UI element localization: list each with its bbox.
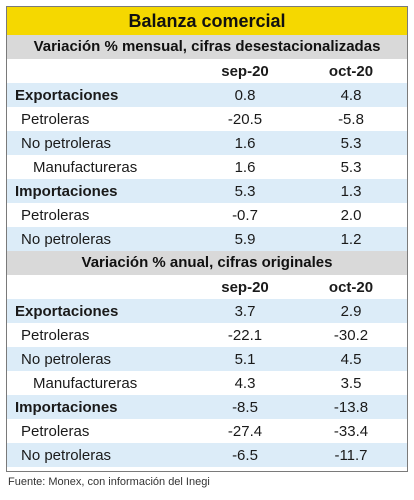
table-row: Manufactureras 1.6 5.3 bbox=[7, 155, 407, 179]
row-value-oct: 2.0 bbox=[340, 206, 362, 224]
row-label: No petroleras bbox=[21, 230, 112, 248]
row-value-sep: -8.5 bbox=[232, 398, 258, 416]
row-value-sep: 5.9 bbox=[234, 230, 256, 248]
row-value-sep: -20.5 bbox=[227, 110, 263, 128]
row-value-oct: 1.3 bbox=[340, 182, 362, 200]
row-value-oct: 3.5 bbox=[340, 374, 362, 392]
row-value-sep: 3.7 bbox=[234, 302, 256, 320]
table-row: Manufactureras 4.3 3.5 bbox=[7, 371, 407, 395]
row-value-oct: 5.3 bbox=[340, 134, 362, 152]
row-label: No petroleras bbox=[21, 134, 112, 152]
row-label: Exportaciones bbox=[15, 86, 119, 104]
source-note: Fuente: Monex, con información del Inegi bbox=[8, 476, 210, 488]
row-value-sep: 5.1 bbox=[234, 350, 256, 368]
section-2-column-header: sep-20 oct-20 bbox=[7, 275, 407, 299]
row-value-oct: -11.7 bbox=[334, 446, 368, 464]
trade-balance-table: Balanza comercial Variación % mensual, c… bbox=[6, 6, 408, 472]
table-row: Importaciones 5.3 1.3 bbox=[7, 179, 407, 203]
row-value-oct: 4.5 bbox=[340, 350, 362, 368]
column-header-sep: sep-20 bbox=[221, 278, 269, 296]
table-row: Importaciones -8.5 -13.8 bbox=[7, 395, 407, 419]
row-label: Manufactureras bbox=[33, 374, 138, 392]
row-value-sep: 0.8 bbox=[234, 86, 256, 104]
row-label: Petroleras bbox=[21, 422, 90, 440]
table-title: Balanza comercial bbox=[7, 7, 407, 35]
row-label: Petroleras bbox=[21, 326, 90, 344]
row-value-oct: -13.8 bbox=[333, 398, 369, 416]
row-value-sep: 1.6 bbox=[234, 158, 256, 176]
row-label: Importaciones bbox=[15, 398, 118, 416]
row-label: Importaciones bbox=[15, 182, 118, 200]
row-value-oct: -30.2 bbox=[333, 326, 369, 344]
row-value-sep: 5.3 bbox=[234, 182, 256, 200]
row-label: Petroleras bbox=[21, 206, 90, 224]
table-row: Petroleras -27.4 -33.4 bbox=[7, 419, 407, 443]
table-row: Petroleras -20.5 -5.8 bbox=[7, 107, 407, 131]
row-value-oct: 5.3 bbox=[340, 158, 362, 176]
table-row: Exportaciones 0.8 4.8 bbox=[7, 83, 407, 107]
row-value-oct: 4.8 bbox=[340, 86, 362, 104]
row-label: Exportaciones bbox=[15, 302, 119, 320]
table-row: No petroleras 5.9 1.2 bbox=[7, 227, 407, 251]
row-label: No petroleras bbox=[21, 446, 112, 464]
table-row: No petroleras 1.6 5.3 bbox=[7, 131, 407, 155]
table-row: Petroleras -0.7 2.0 bbox=[7, 203, 407, 227]
table-row: No petroleras -6.5 -11.7 bbox=[7, 443, 407, 467]
row-label: Petroleras bbox=[21, 110, 90, 128]
row-value-sep: 4.3 bbox=[234, 374, 256, 392]
column-header-sep: sep-20 bbox=[221, 62, 269, 80]
row-value-oct: -33.4 bbox=[333, 422, 369, 440]
row-value-sep: -0.7 bbox=[232, 206, 258, 224]
row-value-sep: -6.5 bbox=[232, 446, 258, 464]
row-value-sep: -27.4 bbox=[227, 422, 263, 440]
table-row: Exportaciones 3.7 2.9 bbox=[7, 299, 407, 323]
row-value-sep: 1.6 bbox=[234, 134, 256, 152]
row-value-sep: -22.1 bbox=[227, 326, 263, 344]
table-row: Petroleras -22.1 -30.2 bbox=[7, 323, 407, 347]
column-header-oct: oct-20 bbox=[328, 62, 374, 80]
row-label: Manufactureras bbox=[33, 158, 138, 176]
row-label: No petroleras bbox=[21, 350, 112, 368]
row-value-oct: 1.2 bbox=[340, 230, 362, 248]
row-value-oct: 2.9 bbox=[340, 302, 362, 320]
table-row: No petroleras 5.1 4.5 bbox=[7, 347, 407, 371]
column-header-oct: oct-20 bbox=[328, 278, 374, 296]
row-value-oct: -5.8 bbox=[338, 110, 364, 128]
section-1-column-header: sep-20 oct-20 bbox=[7, 59, 407, 83]
section-2-subtitle: Variación % anual, cifras originales bbox=[7, 251, 407, 275]
section-1-subtitle: Variación % mensual, cifras desestaciona… bbox=[7, 35, 407, 59]
